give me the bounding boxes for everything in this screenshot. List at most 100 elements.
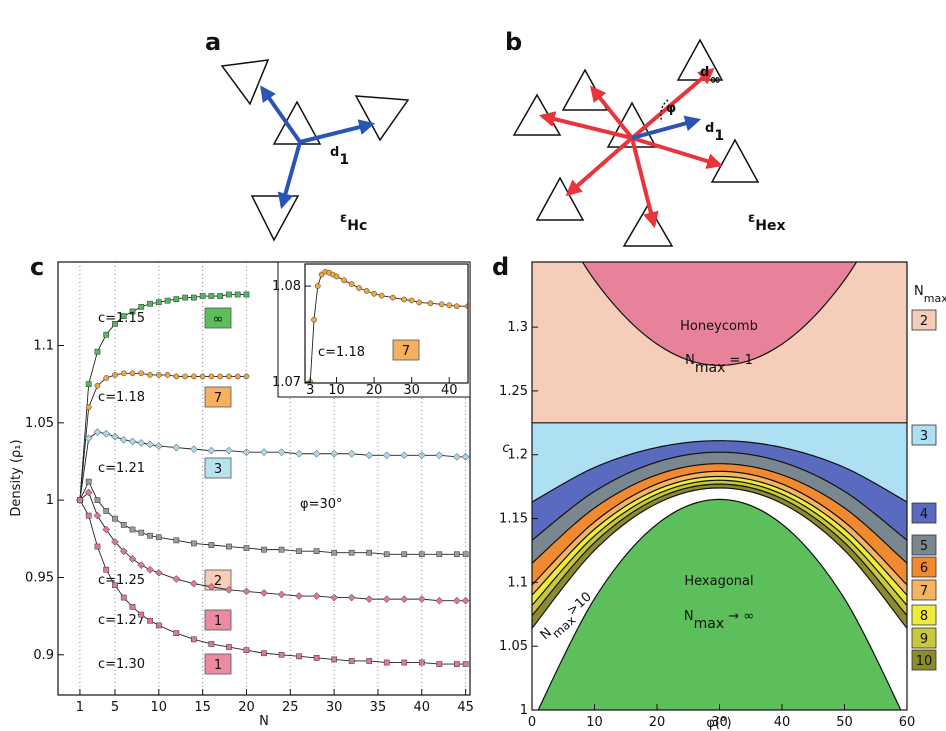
point [311,317,316,322]
text-part: → ∞ [724,609,754,624]
point [121,371,126,376]
y-tick-label: 1 [46,493,54,508]
diagram-a [222,60,408,240]
point [384,552,389,557]
point [436,597,443,604]
point [121,595,126,600]
point [349,282,354,287]
point [147,372,152,377]
point [139,530,144,535]
arrow [262,88,300,142]
point [383,596,390,603]
badge-label: ∞ [213,312,224,327]
point [332,657,337,662]
point [86,405,91,410]
badge-label: 3 [214,462,222,477]
x-tick-label: 60 [899,715,916,730]
point [129,438,136,445]
point [235,374,240,379]
point [366,596,373,603]
point [191,295,196,300]
point [331,594,338,601]
point [95,544,100,549]
point [147,566,154,573]
point [372,291,377,296]
annotation: φ=30° [300,497,343,512]
point [366,452,373,459]
point [437,661,442,666]
point [418,452,425,459]
point [165,372,170,377]
y-tick-label: 0.95 [25,570,54,585]
point [447,303,452,308]
panel-label: d [492,253,509,281]
vectors-a [262,88,372,206]
vector-label: d1 [705,121,724,144]
x-tick-label: 30 [403,383,420,398]
region-label: Hexagonal [684,574,753,589]
point [209,641,214,646]
arrow [632,138,720,165]
point [417,300,422,305]
point [156,535,161,540]
point [402,552,407,557]
x-tick-label: 20 [238,700,255,715]
point [428,301,433,306]
point [261,589,268,596]
point [437,552,442,557]
subscript: Hex [755,218,785,234]
point [86,513,91,518]
panel-label: b [505,28,522,56]
x-tick-label: 1 [76,700,84,715]
y-tick-label: 1.07 [272,375,301,390]
text-part: N [684,609,694,624]
x-axis-label: N [259,714,269,729]
point [401,452,408,459]
point [296,450,303,457]
point [95,498,100,503]
subscript: 1 [339,152,349,168]
point [120,436,127,443]
point [261,651,266,656]
vector-label: d∞ [700,65,721,88]
point [401,596,408,603]
point [147,533,152,538]
point [379,293,384,298]
text-part: d [705,121,714,136]
point [208,447,215,454]
point [103,430,110,437]
vector-label: d1 [330,145,349,168]
text-part: Honeycomb [680,319,758,334]
point [121,522,126,527]
point [138,439,145,446]
point [191,637,196,642]
point [139,371,144,376]
x-tick-label: 40 [414,700,431,715]
point [261,449,268,456]
point [226,644,231,649]
point [147,301,152,306]
legend-label: 10 [916,654,933,669]
point [173,576,180,583]
point [147,441,154,448]
point [130,527,135,532]
point [348,450,355,457]
point [454,661,459,666]
y-tick-label: 1.05 [25,416,54,431]
point [436,452,443,459]
text-part: N [914,284,924,299]
triangle [563,70,607,110]
point [209,293,214,298]
y-tick-label: 1.15 [499,512,528,527]
series-label: c=1.25 [98,573,145,588]
text-part: ε [748,211,755,226]
series-label: c=1.15 [98,311,145,326]
point [209,542,214,547]
point [384,660,389,665]
point [95,383,100,388]
point [209,374,214,379]
point [165,298,170,303]
series-line [80,482,466,555]
series-label: c=1.18 [98,390,145,405]
y-tick-label: 1.3 [507,320,528,335]
